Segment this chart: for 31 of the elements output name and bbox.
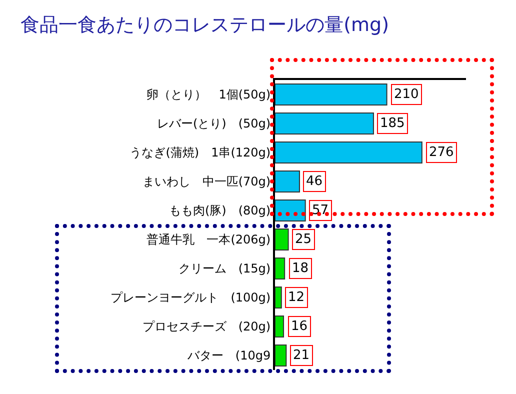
y-tick-label: 普通牛乳 一本(206g)	[146, 232, 271, 247]
y-tick-label: もも肉(豚) (80g)	[168, 204, 271, 218]
chart-title: 食品一食あたりのコレステロールの量(mg)	[20, 14, 390, 36]
data-label: 16	[291, 319, 308, 334]
bar	[275, 142, 422, 164]
bar	[275, 200, 306, 222]
y-tick-label: バター (10g9	[186, 348, 271, 363]
bar	[275, 84, 388, 106]
bar	[275, 344, 287, 366]
bar	[275, 316, 284, 338]
data-label: 46	[306, 174, 323, 189]
y-tick-label: うなぎ(蒲焼) 1串(120g)	[130, 146, 271, 160]
data-label: 12	[288, 290, 305, 305]
bar	[275, 228, 289, 250]
data-label: 210	[394, 87, 419, 102]
y-tick-label: クリーム (15g)	[178, 262, 271, 276]
data-label: 18	[292, 261, 309, 276]
y-tick-label: プロセスチーズ (20g)	[142, 320, 271, 334]
data-label: 57	[312, 203, 329, 218]
bar	[275, 112, 374, 134]
y-tick-label: プレーンヨーグルト (100g)	[110, 290, 271, 305]
bar	[275, 258, 286, 280]
data-label: 185	[380, 116, 405, 131]
y-tick-label: まいわし 中一匹(70g)	[142, 174, 271, 189]
bar	[275, 286, 282, 308]
y-tick-label: 卵（とり） 1個(50g)	[146, 88, 271, 102]
data-label: 25	[295, 232, 312, 247]
bar	[275, 170, 300, 192]
data-label: 276	[429, 145, 454, 160]
y-tick-label: レバー(とり) (50g)	[156, 116, 271, 131]
data-label: 21	[293, 348, 310, 363]
